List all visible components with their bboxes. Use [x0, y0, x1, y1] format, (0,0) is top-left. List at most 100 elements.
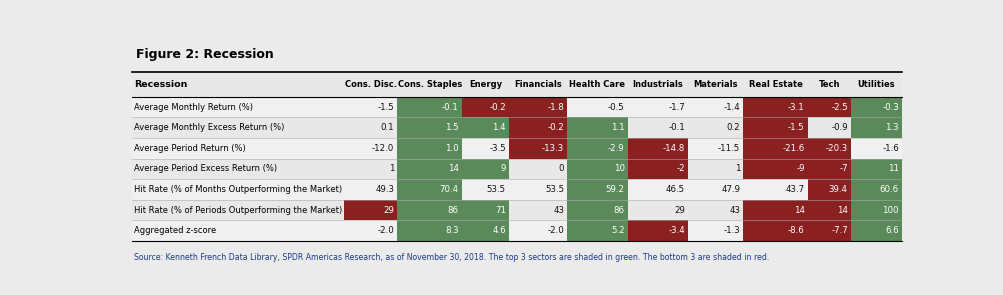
- FancyBboxPatch shape: [567, 179, 627, 200]
- FancyBboxPatch shape: [567, 220, 627, 241]
- Text: 43: 43: [728, 206, 739, 214]
- Text: 49.3: 49.3: [375, 185, 394, 194]
- Text: Figure 2: Recession: Figure 2: Recession: [135, 48, 273, 61]
- Text: -7: -7: [839, 164, 847, 173]
- Text: 29: 29: [383, 206, 394, 214]
- Text: 11: 11: [887, 164, 898, 173]
- Text: Real Estate: Real Estate: [748, 80, 801, 89]
- FancyBboxPatch shape: [397, 200, 461, 220]
- FancyBboxPatch shape: [125, 35, 903, 263]
- FancyBboxPatch shape: [397, 97, 461, 117]
- Text: -8.6: -8.6: [787, 226, 803, 235]
- FancyBboxPatch shape: [509, 117, 567, 138]
- Text: -0.5: -0.5: [607, 103, 624, 112]
- Text: Average Period Excess Return (%): Average Period Excess Return (%): [134, 164, 277, 173]
- Text: -2: -2: [676, 164, 684, 173]
- Text: -1.8: -1.8: [547, 103, 564, 112]
- Text: 1: 1: [734, 164, 739, 173]
- FancyBboxPatch shape: [131, 158, 901, 179]
- FancyBboxPatch shape: [397, 138, 461, 158]
- Text: Utilities: Utilities: [857, 80, 895, 89]
- FancyBboxPatch shape: [567, 200, 627, 220]
- Text: 39.4: 39.4: [828, 185, 847, 194]
- Text: -2.9: -2.9: [608, 144, 624, 153]
- Text: -12.0: -12.0: [372, 144, 394, 153]
- Text: 4.6: 4.6: [491, 226, 506, 235]
- FancyBboxPatch shape: [131, 138, 901, 158]
- FancyBboxPatch shape: [851, 179, 901, 200]
- Text: 70.4: 70.4: [439, 185, 458, 194]
- Text: Tech: Tech: [817, 80, 840, 89]
- FancyBboxPatch shape: [131, 97, 901, 117]
- Text: 1.3: 1.3: [885, 123, 898, 132]
- FancyBboxPatch shape: [344, 200, 397, 220]
- FancyBboxPatch shape: [509, 97, 567, 117]
- Text: -1.5: -1.5: [787, 123, 803, 132]
- FancyBboxPatch shape: [851, 220, 901, 241]
- Text: 14: 14: [837, 206, 847, 214]
- FancyBboxPatch shape: [742, 138, 807, 158]
- Text: Cons. Disc.: Cons. Disc.: [344, 80, 396, 89]
- FancyBboxPatch shape: [397, 179, 461, 200]
- Text: 29: 29: [674, 206, 684, 214]
- Text: Average Monthly Return (%): Average Monthly Return (%): [134, 103, 253, 112]
- FancyBboxPatch shape: [461, 117, 509, 138]
- Text: 14: 14: [447, 164, 458, 173]
- FancyBboxPatch shape: [851, 117, 901, 138]
- Text: -3.1: -3.1: [787, 103, 803, 112]
- FancyBboxPatch shape: [851, 200, 901, 220]
- Text: 100: 100: [882, 206, 898, 214]
- Text: -2.5: -2.5: [830, 103, 847, 112]
- Text: Health Care: Health Care: [569, 80, 625, 89]
- FancyBboxPatch shape: [627, 138, 687, 158]
- Text: 6.6: 6.6: [885, 226, 898, 235]
- Text: 8.3: 8.3: [444, 226, 458, 235]
- FancyBboxPatch shape: [509, 138, 567, 158]
- FancyBboxPatch shape: [807, 220, 851, 241]
- Text: -21.6: -21.6: [781, 144, 803, 153]
- Text: 47.9: 47.9: [720, 185, 739, 194]
- FancyBboxPatch shape: [567, 117, 627, 138]
- FancyBboxPatch shape: [131, 179, 901, 200]
- FancyBboxPatch shape: [742, 220, 807, 241]
- FancyBboxPatch shape: [397, 220, 461, 241]
- Text: Hit Rate (% of Periods Outperforming the Market): Hit Rate (% of Periods Outperforming the…: [134, 206, 342, 214]
- FancyBboxPatch shape: [807, 138, 851, 158]
- FancyBboxPatch shape: [397, 158, 461, 179]
- Text: 86: 86: [613, 206, 624, 214]
- Text: -0.1: -0.1: [668, 123, 684, 132]
- Text: -14.8: -14.8: [662, 144, 684, 153]
- Text: Source: Kenneth French Data Library, SPDR Americas Research, as of November 30, : Source: Kenneth French Data Library, SPD…: [134, 253, 768, 263]
- FancyBboxPatch shape: [807, 200, 851, 220]
- Text: -1.6: -1.6: [882, 144, 898, 153]
- Text: 1.1: 1.1: [611, 123, 624, 132]
- Text: 46.5: 46.5: [665, 185, 684, 194]
- FancyBboxPatch shape: [742, 200, 807, 220]
- Text: 1.5: 1.5: [444, 123, 458, 132]
- FancyBboxPatch shape: [461, 158, 509, 179]
- FancyBboxPatch shape: [397, 117, 461, 138]
- FancyBboxPatch shape: [627, 158, 687, 179]
- FancyBboxPatch shape: [742, 158, 807, 179]
- Text: -3.5: -3.5: [488, 144, 506, 153]
- FancyBboxPatch shape: [807, 179, 851, 200]
- Text: 0.1: 0.1: [380, 123, 394, 132]
- Text: -7.7: -7.7: [830, 226, 847, 235]
- FancyBboxPatch shape: [567, 138, 627, 158]
- Text: Energy: Energy: [468, 80, 502, 89]
- Text: -1.3: -1.3: [723, 226, 739, 235]
- Text: -0.1: -0.1: [441, 103, 458, 112]
- FancyBboxPatch shape: [131, 117, 901, 138]
- Text: 71: 71: [494, 206, 506, 214]
- Text: -20.3: -20.3: [824, 144, 847, 153]
- Text: -9: -9: [795, 164, 803, 173]
- Text: 60.6: 60.6: [879, 185, 898, 194]
- Text: Materials: Materials: [693, 80, 737, 89]
- Text: 0.2: 0.2: [726, 123, 739, 132]
- Text: 43.7: 43.7: [784, 185, 803, 194]
- Text: 53.5: 53.5: [486, 185, 506, 194]
- Text: Aggregated z-score: Aggregated z-score: [134, 226, 216, 235]
- Text: Hit Rate (% of Months Outperforming the Market): Hit Rate (% of Months Outperforming the …: [134, 185, 342, 194]
- Text: 5.2: 5.2: [611, 226, 624, 235]
- Text: 0: 0: [558, 164, 564, 173]
